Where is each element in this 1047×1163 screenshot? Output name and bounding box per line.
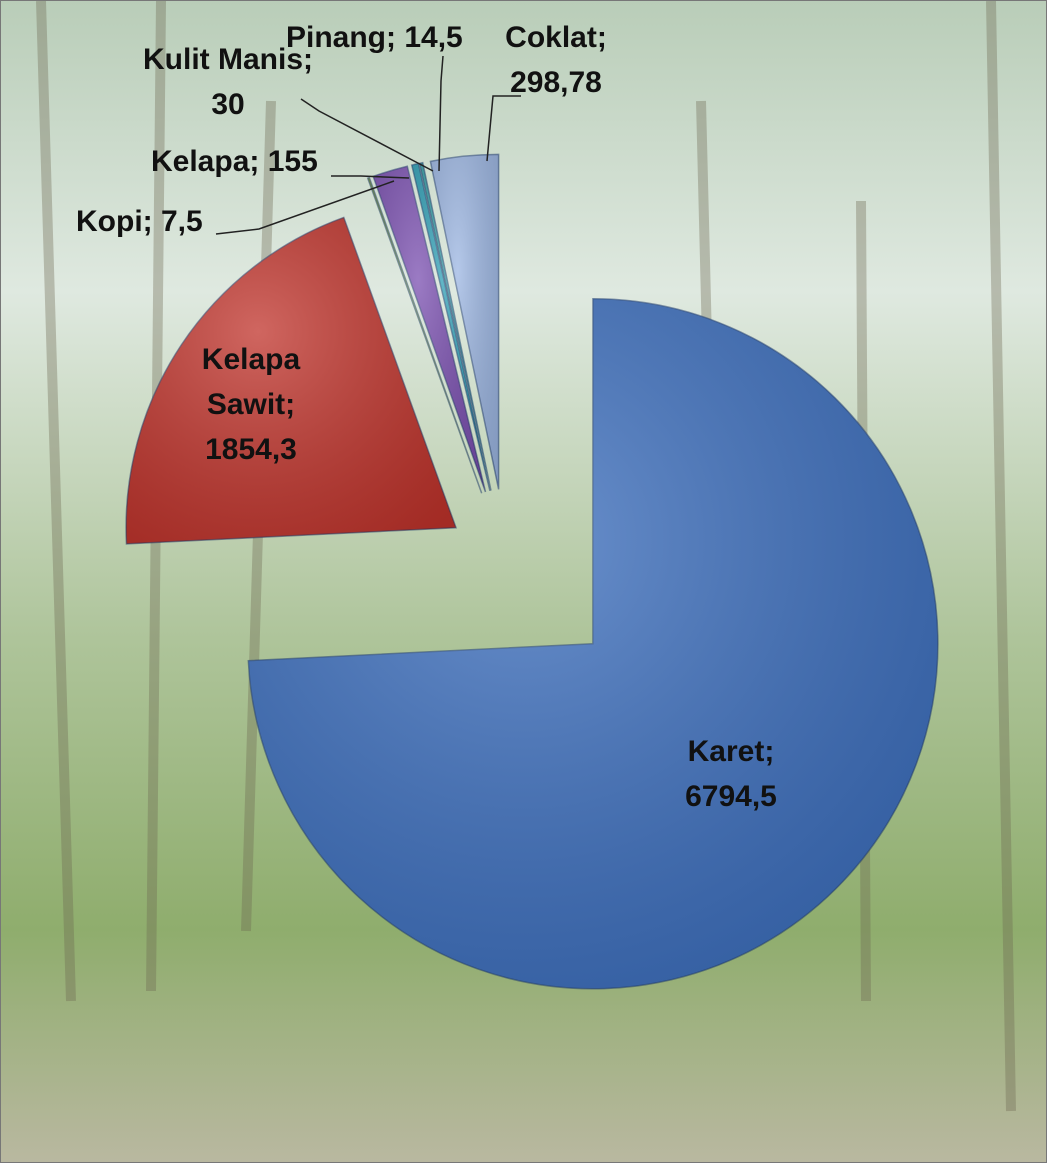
value-label: 30 <box>211 88 245 121</box>
slice-shading <box>248 298 938 989</box>
value-label: 14,5 <box>404 21 463 54</box>
data-label: Kelapa; 155 <box>151 139 371 184</box>
category-name: Kelapa Sawit <box>201 343 309 421</box>
slice-shading <box>430 154 499 490</box>
data-label: Kulit Manis; 30 <box>143 37 313 127</box>
label-separator: ; <box>764 735 783 768</box>
label-separator: ; <box>142 205 161 238</box>
label-separator: ; <box>285 388 304 421</box>
value-label: 7,5 <box>160 205 203 238</box>
label-separator: ; <box>249 145 268 178</box>
category-name: Kulit Manis <box>143 43 304 76</box>
value-label: 1854,3 <box>205 433 297 466</box>
category-name: Karet <box>687 735 765 768</box>
leader-lines <box>215 55 521 235</box>
slice-shading <box>367 177 482 494</box>
value-label: 6794,5 <box>685 780 777 813</box>
data-label: Pinang; 14,5 <box>286 15 506 60</box>
slice-shading <box>373 166 486 492</box>
label-separator: ; <box>303 43 322 76</box>
data-label: Coklat; 298,78 <box>486 15 626 105</box>
category-name: Kopi <box>76 205 143 238</box>
value-label: 155 <box>267 145 318 178</box>
category-name: Kelapa <box>151 145 250 178</box>
label-separator: ; <box>596 21 616 54</box>
slice-shading <box>126 217 457 544</box>
data-label: Karet; 6794,5 <box>646 729 816 819</box>
slice-shading <box>411 163 490 491</box>
label-separator: ; <box>386 21 405 54</box>
data-label: Kelapa Sawit; 1854,3 <box>181 337 321 472</box>
value-label: 298,78 <box>510 66 602 99</box>
category-name: Coklat <box>505 21 597 54</box>
category-name: Pinang <box>286 21 387 54</box>
slice-shading <box>419 162 491 491</box>
data-label: Kopi; 7,5 <box>76 199 276 244</box>
